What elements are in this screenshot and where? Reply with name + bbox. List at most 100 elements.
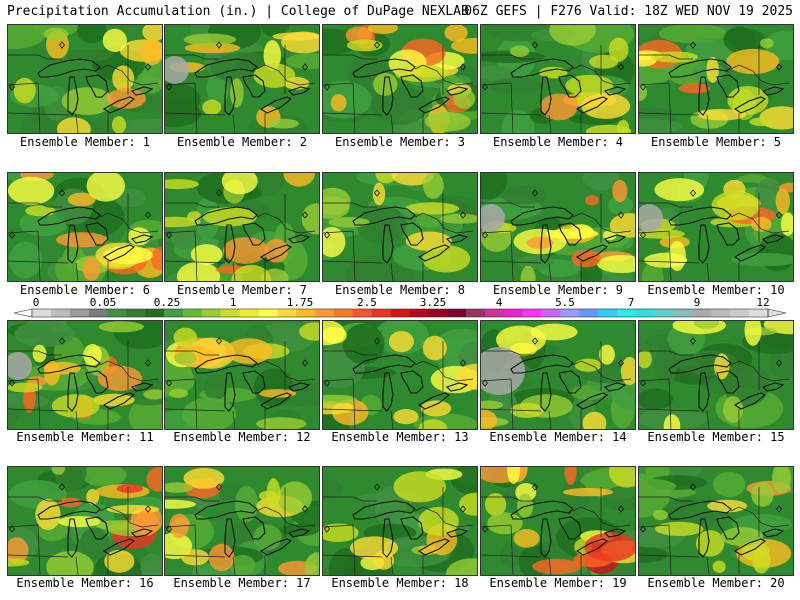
ensemble-member-map: [7, 24, 163, 134]
state-border: [572, 212, 632, 234]
state-border: [323, 350, 377, 356]
great-lakes-outline: [224, 372, 236, 412]
station-marker-icon: [165, 231, 173, 239]
precip-contour: [146, 467, 162, 492]
state-border: [194, 230, 198, 281]
precip-contour: [253, 63, 296, 88]
precip-contour: [481, 400, 504, 410]
great-lakes-outline: [668, 206, 732, 226]
precip-contour: [61, 87, 114, 115]
ensemble-member-label: Ensemble Member: 9: [492, 283, 624, 297]
precip-contour: [695, 530, 725, 557]
great-lakes-outline: [558, 74, 582, 98]
colorbar-segment: [617, 309, 637, 317]
colorbar-segment: [88, 309, 108, 317]
state-border: [548, 556, 552, 575]
colorbar-segment: [598, 309, 618, 317]
precip-contour: [772, 467, 791, 494]
state-border: [232, 114, 236, 133]
ensemble-member-label: Ensemble Member: 12: [173, 430, 311, 444]
great-lakes-outline: [102, 244, 136, 262]
ensemble-member-map: [480, 172, 636, 282]
precip-contour: [711, 190, 760, 221]
great-lakes-outline: [698, 372, 710, 412]
precip-contour: [9, 241, 43, 279]
precip-contour: [165, 56, 189, 84]
great-lakes-outline: [510, 206, 574, 226]
great-lakes-outline: [287, 234, 311, 244]
great-lakes-outline: [733, 538, 767, 556]
state-border: [256, 360, 316, 382]
precip-contour: [116, 118, 162, 133]
ensemble-member-label: Ensemble Member: 17: [173, 576, 311, 590]
great-lakes-outline: [85, 74, 109, 98]
precip-contour: [589, 54, 619, 69]
state-border: [352, 230, 356, 281]
great-lakes-outline: [540, 372, 552, 412]
precip-map: [639, 321, 793, 429]
state-border: [323, 408, 384, 412]
precip-contour: [585, 195, 599, 206]
station-marker-icon: [481, 379, 489, 387]
station-marker-icon: [531, 337, 539, 345]
precip-contour: [423, 173, 444, 199]
precip-contour: [559, 480, 590, 517]
precip-contour: [221, 173, 258, 195]
ensemble-member-map: [164, 24, 320, 134]
great-lakes-outline: [445, 234, 469, 244]
state-border: [256, 212, 316, 234]
ensemble-member-label: Ensemble Member: 16: [16, 576, 154, 590]
precip-contour: [697, 109, 747, 121]
station-marker-icon: [58, 483, 66, 491]
colorbar-segment: [201, 309, 222, 317]
station-marker-icon: [215, 189, 223, 197]
great-lakes-outline: [242, 74, 266, 98]
station-marker-icon: [144, 505, 152, 513]
colorbar-max-arrow: [767, 308, 787, 318]
station-marker-icon: [215, 41, 223, 49]
station-marker-icon: [481, 525, 489, 533]
great-lakes-outline: [67, 518, 79, 558]
station-marker-icon: [689, 337, 697, 345]
great-lakes-outline: [67, 224, 79, 264]
map-title: Precipitation Accumulation (in.) | Colle…: [7, 4, 469, 19]
precip-map: [8, 467, 162, 575]
great-lakes-outline: [242, 222, 266, 246]
precip-contour: [83, 344, 102, 366]
station-marker-icon: [775, 505, 783, 513]
precip-contour: [165, 499, 196, 509]
state-border: [323, 260, 384, 264]
state-border: [572, 64, 632, 86]
precip-contour: [255, 417, 307, 429]
colorbar-segment: [352, 309, 372, 317]
colorbar-segment: [447, 309, 467, 317]
great-lakes-outline: [668, 354, 732, 374]
great-lakes-outline: [85, 516, 109, 540]
precip-contour: [346, 39, 383, 52]
state-border: [639, 496, 693, 502]
precip-contour: [203, 374, 228, 401]
precip-map: [8, 321, 162, 429]
colorbar-segment: [749, 309, 769, 317]
great-lakes-outline: [716, 74, 740, 98]
state-border: [639, 408, 700, 412]
precip-contour: [673, 467, 703, 477]
colorbar-segment: [371, 309, 391, 317]
precip-contour: [620, 356, 635, 386]
ensemble-member-map: [7, 466, 163, 576]
state-border: [75, 262, 79, 281]
colorbar-segment: [239, 309, 259, 317]
precip-contour: [115, 188, 146, 208]
precip-contour: [165, 179, 199, 190]
state-border: [352, 82, 356, 133]
colorbar-segment: [164, 309, 184, 317]
state-border: [37, 82, 41, 133]
precip-contour: [374, 487, 406, 528]
ensemble-member-map: [164, 466, 320, 576]
precip-contour: [231, 264, 272, 281]
precip-contour: [229, 554, 256, 575]
state-border: [232, 262, 236, 281]
great-lakes-outline: [698, 518, 710, 558]
precip-contour: [8, 352, 32, 380]
great-lakes-outline: [259, 392, 293, 410]
